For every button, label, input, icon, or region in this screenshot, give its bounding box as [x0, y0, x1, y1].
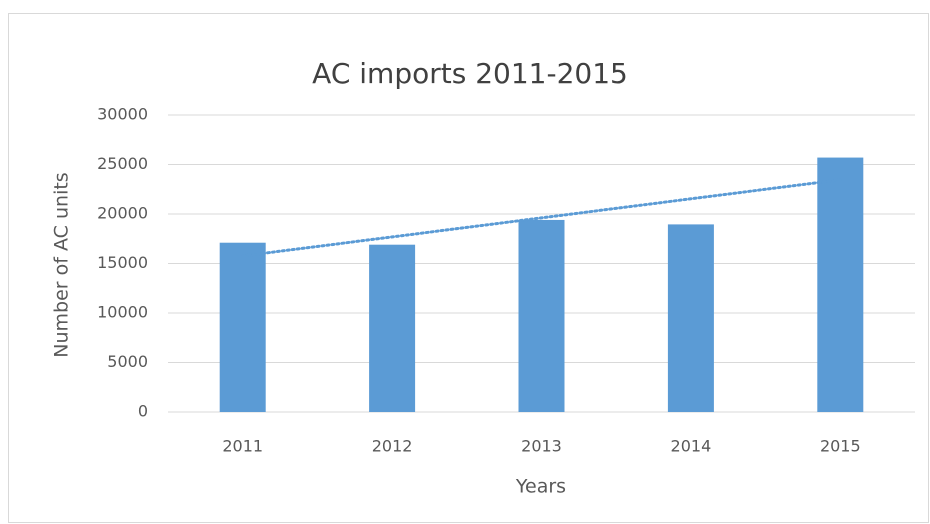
x-tick-label: 2013	[521, 437, 562, 456]
x-tick-label: 2015	[820, 437, 861, 456]
x-tick-label: 2012	[372, 437, 413, 456]
y-tick-label: 5000	[107, 352, 148, 371]
y-tick-label: 15000	[97, 253, 148, 272]
bar	[219, 242, 266, 412]
trendline	[241, 178, 842, 258]
bar	[369, 244, 416, 412]
chart-title: AC imports 2011-2015	[312, 57, 628, 90]
y-axis-title: Number of AC units	[51, 172, 73, 357]
y-tick-label: 25000	[97, 154, 148, 173]
x-axis-title: Years	[515, 476, 566, 498]
y-tick-label: 10000	[97, 303, 148, 322]
y-tick-label: 30000	[97, 105, 148, 124]
bar	[817, 157, 864, 412]
bar	[667, 224, 714, 412]
chart-border	[8, 13, 929, 523]
y-tick-label: 20000	[97, 204, 148, 223]
x-tick-label: 2011	[222, 437, 263, 456]
bar	[518, 219, 565, 412]
y-tick-label: 0	[138, 402, 148, 421]
x-tick-label: 2014	[671, 437, 712, 456]
